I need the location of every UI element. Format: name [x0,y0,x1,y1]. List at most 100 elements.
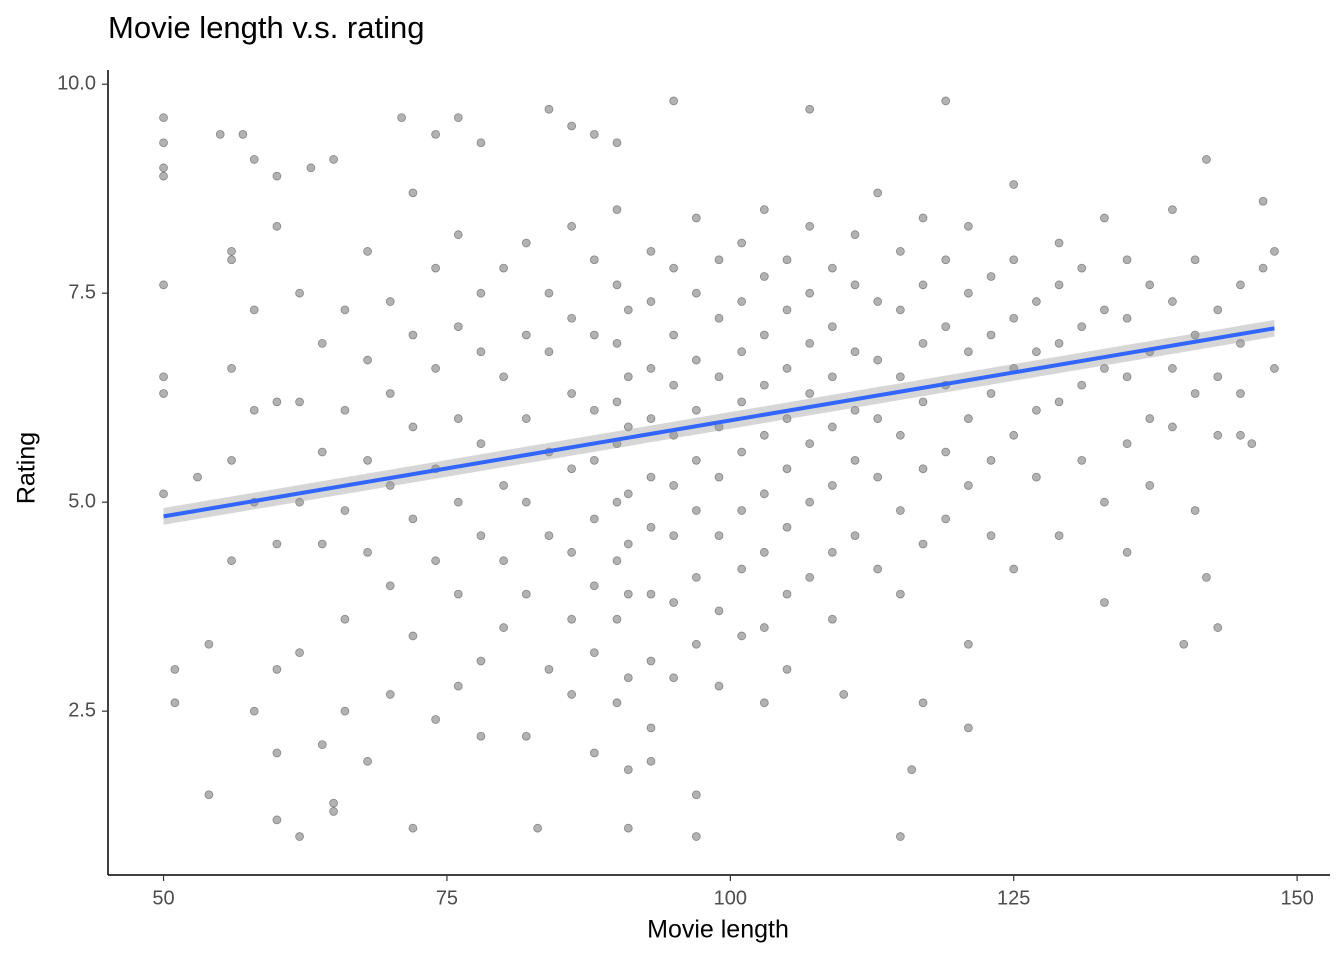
point [669,598,679,607]
point [453,589,463,599]
point [567,547,577,557]
point [1236,430,1245,440]
point [159,389,168,398]
point [1258,263,1268,273]
point [499,623,509,632]
y-tick-label: 5.0 [68,490,96,512]
point [612,338,622,348]
point [1190,506,1200,515]
point [827,422,837,432]
point [1054,238,1064,248]
point [1122,372,1132,382]
point [1270,364,1279,373]
point [159,163,168,173]
point [589,748,599,758]
point [193,472,202,482]
point [827,322,837,332]
point [567,464,577,474]
x-tick-label: 75 [436,887,458,909]
point [249,305,259,315]
point [1236,338,1245,348]
point [227,556,236,566]
point [669,380,679,390]
point [1032,297,1041,306]
point [669,481,679,490]
point [759,205,769,215]
point [1247,439,1257,449]
point [895,589,905,599]
point [805,104,815,114]
point [759,430,769,440]
point [918,280,928,290]
point [782,414,792,423]
point [918,539,928,549]
point [385,297,395,306]
point [646,472,656,482]
point [1100,213,1109,223]
point [476,531,486,541]
point [737,297,747,306]
point [453,414,463,423]
point [963,221,973,231]
point [476,347,486,357]
point [986,272,996,281]
point [782,364,792,373]
point [827,372,837,382]
point [691,405,701,415]
point [272,397,282,407]
point [453,681,463,691]
point [963,723,973,733]
point [544,104,554,114]
point [714,372,724,382]
point [612,497,622,507]
point [408,330,418,340]
point [317,539,327,549]
point [895,305,905,315]
point [1122,255,1132,265]
point [385,389,395,398]
point [1054,280,1064,290]
point [567,389,577,398]
point [340,405,350,415]
point [941,322,951,332]
point [567,313,577,323]
point [850,455,860,465]
point [363,246,372,256]
point [1236,280,1245,290]
point [1077,455,1087,465]
point [1168,205,1177,215]
point [1054,531,1064,541]
point [1009,564,1019,574]
point [612,397,622,407]
y-tick-label: 7.5 [68,281,96,303]
point [691,288,701,298]
point [805,439,815,449]
point [827,481,837,490]
point [941,96,951,106]
point [646,589,656,599]
point [646,246,656,256]
point [567,221,577,231]
point [1202,155,1211,164]
point [827,263,837,273]
point [1258,196,1268,206]
point [317,338,327,348]
point [986,389,996,398]
point [805,497,815,507]
point [623,673,633,683]
point [986,330,996,340]
point [646,723,656,733]
point [317,740,327,749]
x-axis-label: Movie length [647,916,789,944]
point [272,815,282,825]
point [453,230,463,240]
point [340,506,350,515]
y-tick-label: 10.0 [57,72,96,94]
point [805,573,815,582]
point [873,472,883,482]
point [272,539,282,549]
point [1077,263,1087,273]
point [669,96,679,106]
point [1145,481,1155,490]
point [850,280,860,290]
